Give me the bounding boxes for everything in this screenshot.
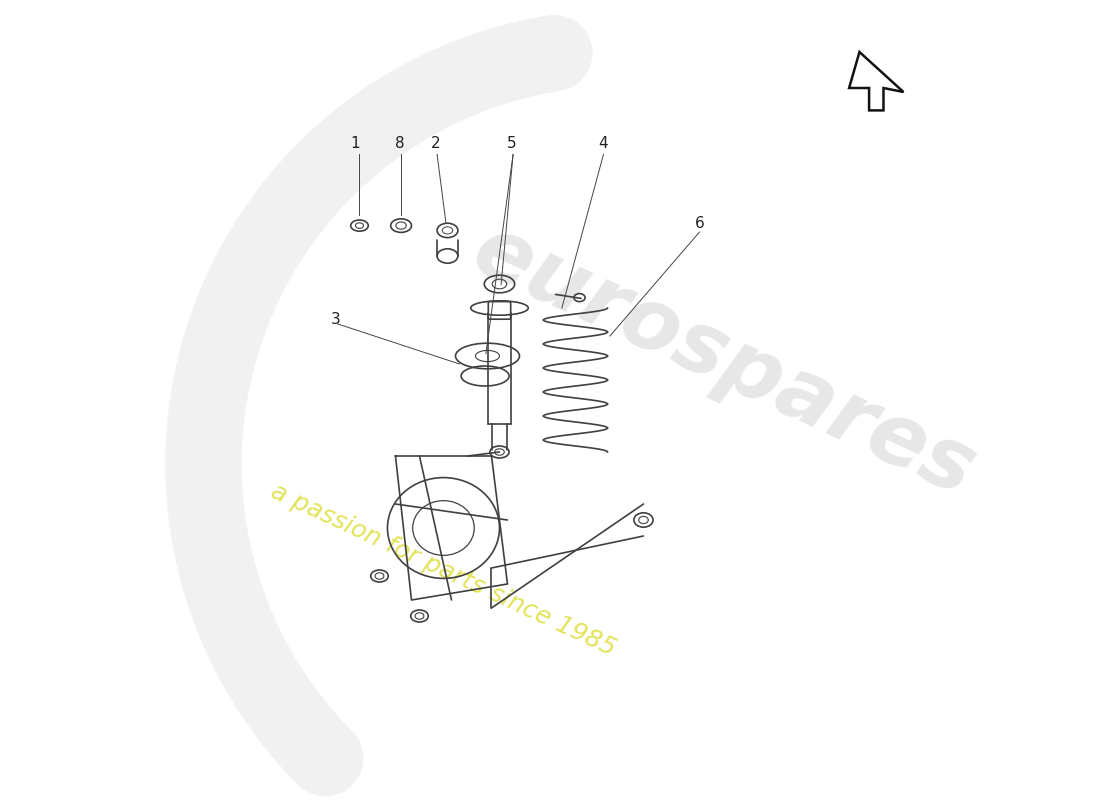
Text: 8: 8 bbox=[395, 137, 405, 151]
Text: 3: 3 bbox=[331, 313, 340, 327]
Text: 1: 1 bbox=[351, 137, 361, 151]
Text: 6: 6 bbox=[694, 217, 704, 231]
Text: 4: 4 bbox=[598, 137, 608, 151]
Text: 2: 2 bbox=[431, 137, 440, 151]
Text: a passion for parts since 1985: a passion for parts since 1985 bbox=[267, 480, 620, 661]
Text: 5: 5 bbox=[507, 137, 516, 151]
Text: eurospares: eurospares bbox=[460, 209, 988, 514]
